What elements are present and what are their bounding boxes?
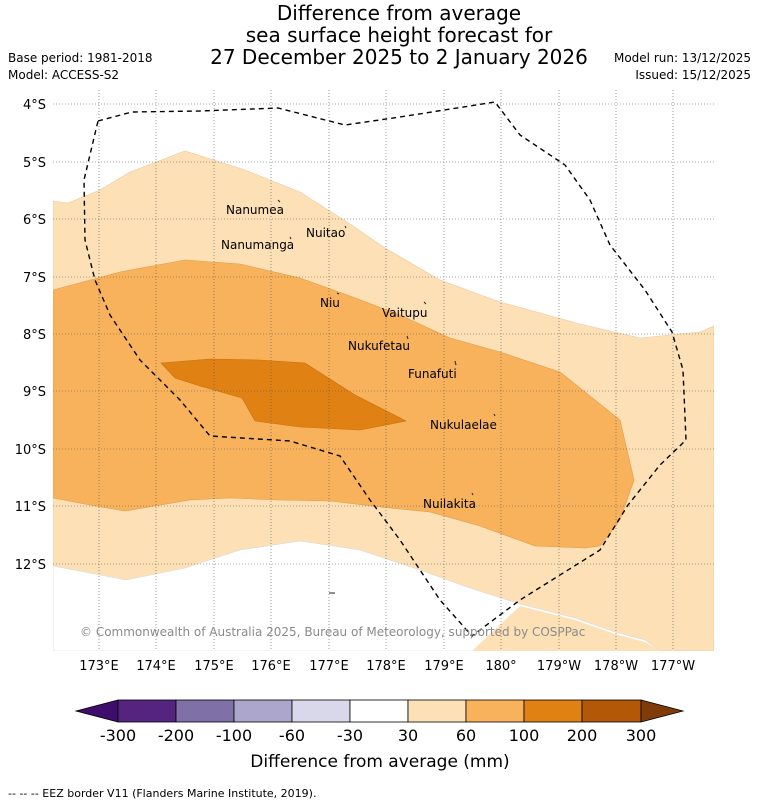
- funafuti-marker: [454, 360, 457, 366]
- lon-tick-label: 175°E: [194, 659, 234, 674]
- legend-value: 100: [509, 726, 540, 745]
- eez-note: -- -- -- EEZ border V11 (Flanders Marine…: [8, 787, 316, 800]
- legend-value: 60: [456, 726, 476, 745]
- lat-tick-label: 7°S: [23, 271, 46, 286]
- vaitupu-marker: [423, 301, 427, 305]
- place-vaitupu: Vaitupu: [382, 306, 428, 320]
- issued-date: Issued: 15/12/2025: [635, 68, 751, 82]
- lat-tick-label: 9°S: [23, 385, 46, 400]
- lon-tick-label: 179°E: [424, 659, 464, 674]
- colorbar-extend-high: [640, 699, 685, 723]
- lat-tick-label: 4°S: [23, 98, 46, 113]
- title-line-3: 27 December 2025 to 2 January 2026: [210, 45, 588, 69]
- atoll-markers: [277, 199, 496, 594]
- place-nuilakita: Nuilakita: [423, 497, 476, 511]
- lat-tick-label: 10°S: [15, 443, 46, 458]
- lat-tick-label: 8°S: [23, 328, 46, 343]
- lat-tick-label: 6°S: [23, 213, 46, 228]
- gridlines: [53, 90, 714, 651]
- colorbar-segment: [407, 699, 467, 723]
- nanumea-marker: [277, 199, 281, 203]
- colorbar-segment: [465, 699, 525, 723]
- place-nukufetau: Nukufetau: [348, 339, 410, 353]
- lon-tick-label: 178°E: [366, 659, 406, 674]
- anomaly-field: [53, 150, 714, 651]
- place-niu: Niu: [320, 296, 340, 310]
- base-period: Base period: 1981-2018: [8, 51, 153, 65]
- copyright-note: © Commonwealth of Australia 2025, Bureau…: [80, 625, 585, 639]
- nuilakita-marker: [471, 492, 474, 496]
- place-nanumanga: Nanumanga: [221, 238, 294, 252]
- model-name: Model: ACCESS-S2: [8, 68, 120, 82]
- latitude-ticks: 4°S 5°S 6°S 7°S 8°S 9°S 10°S 11°S 12°S: [15, 98, 46, 573]
- colorbar-segment: [581, 699, 642, 723]
- legend-value: 30: [398, 726, 418, 745]
- place-nuitao: Nuitao: [306, 226, 345, 240]
- legend-value: 200: [567, 726, 598, 745]
- place-nukulaelae: Nukulaelae: [430, 418, 497, 432]
- lat-tick-label: 11°S: [15, 500, 46, 515]
- eez-border: [83, 101, 687, 637]
- niu-marker: [336, 292, 340, 295]
- colorbar-segment: [117, 699, 177, 723]
- lon-tick-label: 179°W: [537, 659, 581, 674]
- legend-value: -300: [100, 726, 136, 745]
- nukufetau-marker: [406, 335, 409, 340]
- legend-value: -60: [279, 726, 305, 745]
- nuitao-marker: [344, 225, 347, 229]
- lon-tick-label: 177°E: [309, 659, 349, 674]
- longitude-ticks: 173°E 174°E 175°E 176°E 177°E 178°E 179°…: [79, 659, 695, 674]
- colorbar-segment: [349, 699, 409, 723]
- band-30-60-south: [472, 606, 660, 651]
- lat-tick-label: 5°S: [23, 156, 46, 171]
- colorbar-segment: [175, 699, 235, 723]
- model-run: Model run: 13/12/2025: [613, 51, 751, 65]
- nukulaelae-marker: [493, 413, 496, 417]
- colorbar-extend-low: [74, 699, 119, 723]
- lon-tick-label: 174°E: [136, 659, 176, 674]
- lon-tick-label: 180°: [485, 659, 516, 674]
- place-nanumea: Nanumea: [226, 203, 284, 217]
- legend-value: -200: [158, 726, 194, 745]
- legend-title: Difference from average (mm): [250, 752, 509, 772]
- title-line-1: Difference from average: [276, 1, 522, 25]
- colorbar-legend: -300 -200 -100 -60 -30 30 60 100 200 300…: [74, 699, 685, 772]
- lon-tick-label: 173°E: [79, 659, 119, 674]
- band-100-200: [160, 358, 407, 431]
- legend-value: 300: [626, 726, 657, 745]
- colorbar-segment: [291, 699, 351, 723]
- lon-tick-label: 178°W: [594, 659, 638, 674]
- title-line-2: sea surface height forecast for: [245, 23, 553, 47]
- lon-tick-label: 177°W: [651, 659, 695, 674]
- colorbar-tick-labels: -300 -200 -100 -60 -30 30 60 100 200 300: [100, 726, 656, 745]
- lat-tick-label: 12°S: [15, 558, 46, 573]
- colorbar-segment: [233, 699, 293, 723]
- nanumanga-marker: [289, 236, 292, 240]
- lon-tick-label: 176°E: [251, 659, 291, 674]
- colorbar-segment: [523, 699, 583, 723]
- place-funafuti: Funafuti: [408, 367, 457, 381]
- place-labels: Nanumea Nuitao Nanumanga Niu Vaitupu Nuk…: [221, 203, 497, 511]
- legend-value: -30: [337, 726, 363, 745]
- legend-value: -100: [216, 726, 252, 745]
